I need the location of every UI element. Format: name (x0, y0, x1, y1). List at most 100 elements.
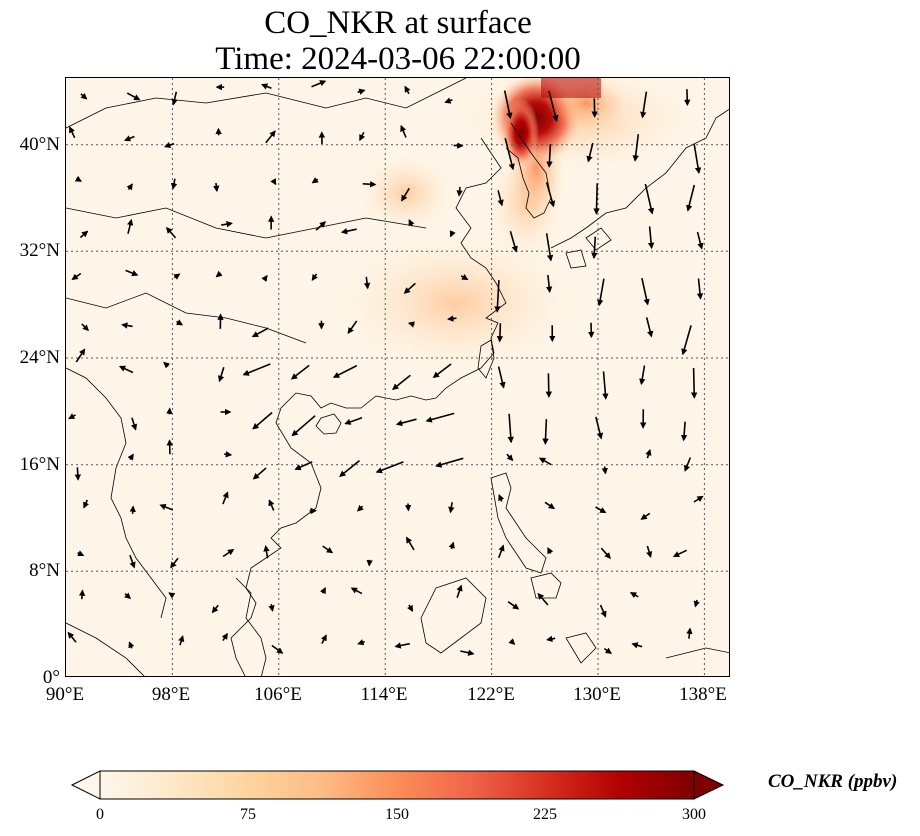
map-panel[interactable] (65, 77, 730, 677)
wind-arrow (222, 548, 235, 558)
wind-arrow (401, 187, 410, 202)
wind-arrow (291, 415, 316, 437)
wind-arrow (595, 506, 607, 514)
wind-arrow (124, 135, 135, 142)
wind-arrow (645, 317, 654, 338)
wind-arrow (127, 453, 134, 461)
wind-arrow (672, 549, 688, 558)
wind-arrow (545, 373, 552, 398)
wind-arrow (538, 457, 552, 466)
lat-tick-8n: 8°N (29, 560, 60, 581)
wind-arrow (647, 226, 655, 250)
wind-arrow (498, 494, 505, 502)
wind-arrow (126, 183, 133, 191)
wind-arrow (69, 126, 76, 139)
wind-arrow (221, 632, 228, 642)
wind-arrow (545, 233, 554, 262)
wind-arrow (508, 638, 516, 645)
wind-arrow (79, 230, 89, 239)
wind-arrow (128, 641, 135, 649)
wind-arrow (693, 144, 702, 174)
wind-arrow (497, 544, 505, 559)
wind-arrow (394, 642, 410, 649)
wind-arrow (170, 178, 178, 190)
wind-arrow (447, 315, 457, 322)
wind-arrow (456, 584, 463, 599)
wind-arrow (362, 181, 377, 188)
wind-arrow (222, 491, 229, 505)
wind-arrow (121, 322, 133, 329)
wind-arrow (644, 183, 655, 215)
lon-tick-106e: 106°E (254, 684, 302, 705)
wind-arrow (242, 363, 271, 376)
wind-arrow (294, 461, 313, 471)
wind-arrow (497, 366, 506, 389)
lon-tick-130e: 130°E (573, 684, 621, 705)
wind-arrow (175, 319, 184, 326)
wind-arrow (407, 321, 415, 328)
wind-arrow (640, 512, 651, 520)
wind-arrow (432, 363, 452, 378)
wind-arrow (320, 586, 326, 595)
wind-arrow (595, 416, 604, 440)
wind-arrow (74, 467, 82, 481)
lon-tick-98e: 98°E (151, 684, 191, 705)
wind-arrow (591, 236, 598, 260)
map-canvas (66, 78, 729, 676)
wind-arrow (597, 278, 605, 307)
wind-arrow (545, 274, 553, 293)
wind-arrow (548, 90, 559, 122)
wind-arrow (221, 221, 233, 228)
wind-arrow (125, 269, 139, 277)
wind-arrow (400, 124, 407, 138)
wind-arrow (686, 184, 696, 212)
wind-arrow (347, 320, 358, 335)
wind-arrow (366, 559, 373, 567)
wind-arrow (406, 536, 415, 551)
lon-tick-122e: 122°E (467, 684, 515, 705)
wind-arrow (506, 453, 514, 462)
wind-arrow (646, 545, 653, 559)
wind-arrow (261, 83, 272, 90)
wind-arrow (686, 627, 693, 639)
wind-arrow (449, 230, 456, 238)
lat-tick-40n: 40°N (19, 134, 60, 155)
wind-arrow (131, 417, 138, 431)
wind-arrow (339, 459, 361, 478)
wind-arrow (68, 413, 76, 420)
wind-arrow (359, 131, 366, 142)
colorbar-tick-150: 150 (385, 806, 409, 823)
wind-arrow (544, 501, 556, 510)
wind-arrow (80, 93, 88, 100)
wind-arrow (693, 495, 704, 503)
wind-arrow (251, 327, 269, 338)
co-concentration-field (336, 78, 696, 373)
wind-arrow (507, 601, 520, 610)
wind-arrow (546, 635, 556, 642)
wind-arrow (408, 219, 415, 227)
lat-tick-24n: 24°N (19, 347, 60, 368)
wind-arrow (261, 274, 268, 282)
wind-arrow (340, 228, 357, 235)
wind-arrow (507, 413, 514, 444)
wind-arrow (211, 604, 219, 614)
lon-tick-114e: 114°E (360, 684, 408, 705)
wind-arrow (684, 457, 692, 472)
wind-arrow (460, 274, 469, 281)
colorbar-label: CO_NKR (ppbv) (768, 771, 898, 792)
wind-arrow (350, 587, 363, 595)
wind-arrow (696, 231, 704, 250)
wind-arrow (629, 592, 639, 599)
colorbar-gradient (99, 770, 695, 800)
wind-arrow (494, 280, 501, 313)
wind-arrow (270, 178, 277, 186)
wind-arrow (118, 365, 134, 374)
wind-arrow (593, 183, 600, 215)
wind-arrow (163, 361, 171, 369)
wind-arrow (357, 88, 366, 95)
lon-tick-90e: 90°E (45, 684, 85, 705)
wind-arrow (545, 182, 556, 208)
wind-arrow (448, 541, 455, 550)
wind-arrow (403, 282, 416, 294)
wind-arrow (129, 505, 136, 514)
